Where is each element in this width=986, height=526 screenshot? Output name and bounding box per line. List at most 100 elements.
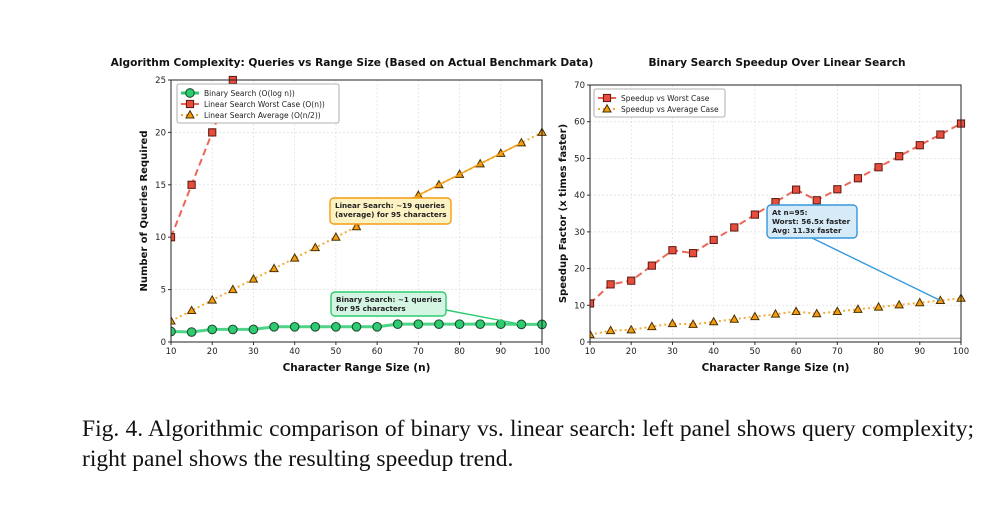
data-point [186,327,197,337]
y-tick-label: 20 [574,265,585,275]
x-tick-label: 40 [708,347,719,357]
x-tick-label: 10 [585,347,596,357]
data-point [454,319,465,330]
data-point [709,235,718,245]
x-tick-label: 10 [166,347,177,357]
y-tick-label: 60 [574,118,585,128]
x-tick-label: 30 [667,347,678,357]
data-point [289,252,300,262]
data-point [626,324,637,334]
data-point [289,321,300,332]
legend-marker [185,88,195,98]
legend-marker [185,99,195,109]
x-tick-label: 70 [413,347,424,357]
legend-label: Linear Search Worst Case (O(n)) [204,100,325,109]
x-tick-label: 100 [534,347,550,357]
data-point [688,319,698,328]
y-tick-label: 30 [574,228,585,238]
data-point [811,308,822,318]
annotation-text: At n=95: [772,208,808,217]
data-point [647,261,656,270]
data-point [310,321,321,332]
data-point [646,321,657,331]
y-tick-label: 5 [161,286,166,296]
x-tick-label: 80 [454,347,465,357]
series-circle [171,319,547,337]
x-tick-label: 50 [330,347,341,357]
data-point [729,314,740,323]
plot-frame [170,79,543,343]
x-axis-label: Character Range Size (n) [283,362,431,374]
annotation-text: Linear Search: ~19 queries [335,201,445,210]
chart-title: Binary Search Speedup Over Linear Search [648,57,905,69]
data-point [833,185,842,194]
data-point [590,329,595,339]
legend [176,83,340,124]
data-point [372,321,382,332]
data-point [730,223,739,232]
data-point [770,308,781,318]
data-point [475,319,486,330]
data-point [853,174,863,183]
annotation-arrow [445,309,522,326]
x-tick-label: 90 [914,347,925,357]
data-point [351,321,362,332]
data-point [708,316,719,326]
y-tick-label: 15 [155,181,166,191]
legend-label: Speedup vs Average Case [621,105,719,114]
x-tick-label: 20 [626,347,637,357]
annotation-text: (average) for 95 characters [335,210,447,219]
x-tick-label: 50 [749,347,760,357]
data-point [668,246,677,255]
data-point [853,304,863,313]
data-point [227,324,238,335]
data-point [895,152,904,161]
data-point [605,325,616,335]
data-point [351,221,362,231]
data-point [812,196,821,205]
data-point [873,301,884,311]
series-triangle [590,293,966,339]
annotation-box [329,197,452,225]
x-tick-label: 100 [953,347,969,357]
annotation-box [330,291,447,317]
legend-marker [602,93,612,103]
legend-label: Linear Search Average (O(n/2)) [204,111,321,120]
plot-frame [589,84,962,343]
data-point [915,141,924,150]
data-point [894,299,905,309]
legend-label: Binary Search (O(log n)) [204,89,295,98]
chart-title: Algorithm Complexity: Queries vs Range S… [111,57,594,69]
y-axis-label: Speedup Factor (x times faster) [558,124,569,303]
x-axis-label: Character Range Size (n) [702,362,850,374]
figure-caption: Fig. 4. Algorithmic comparison of binary… [82,416,974,472]
y-tick-label: 10 [155,233,166,243]
x-tick-label: 90 [495,347,506,357]
y-axis-label: Number of Queries Required [139,130,150,291]
x-tick-label: 80 [873,347,884,357]
x-tick-label: 30 [248,347,259,357]
data-point [207,324,218,335]
data-point [667,318,678,328]
legend-marker [185,109,195,119]
data-point [392,319,403,330]
y-tick-label: 50 [574,154,585,164]
data-point [171,233,176,242]
data-point [331,231,341,241]
data-point [791,306,801,316]
data-point [750,210,759,219]
data-point [310,242,321,252]
data-point [187,180,196,189]
data-point [874,163,883,172]
y-tick-label: 20 [155,128,166,138]
x-tick-label: 40 [289,347,300,357]
data-point [269,263,279,273]
data-point [331,321,341,332]
data-point [248,324,259,335]
data-point [250,24,257,31]
legend [593,88,726,118]
data-point [627,276,636,285]
annotation-arrow [811,237,941,302]
data-point [936,130,945,139]
